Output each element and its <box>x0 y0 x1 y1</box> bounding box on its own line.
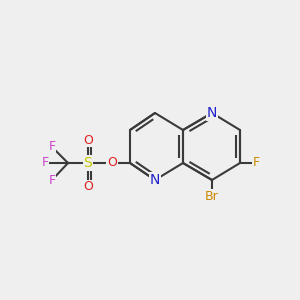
Text: F: F <box>41 157 49 169</box>
Text: Br: Br <box>205 190 219 203</box>
Text: F: F <box>48 173 56 187</box>
Text: O: O <box>83 134 93 146</box>
Text: F: F <box>253 157 260 169</box>
Text: N: N <box>207 106 217 120</box>
Text: N: N <box>150 173 160 187</box>
Text: S: S <box>84 156 92 170</box>
Text: O: O <box>83 181 93 194</box>
Text: F: F <box>48 140 56 154</box>
Text: O: O <box>107 157 117 169</box>
